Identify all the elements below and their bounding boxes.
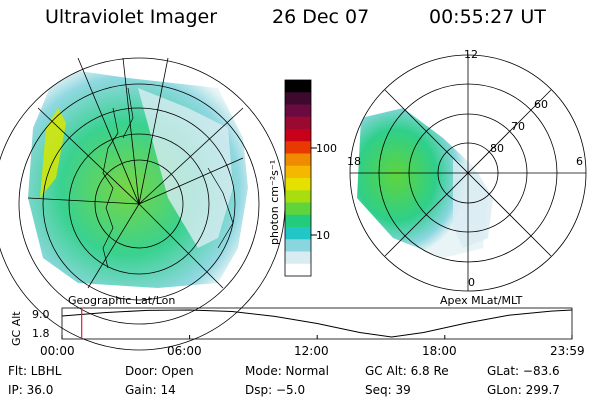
aurora-bright-arc (40, 108, 66, 198)
colorbar-band (285, 153, 311, 167)
info-ip: IP: 36.0 (8, 383, 54, 397)
image-time: 00:55:27 UT (429, 6, 546, 28)
info-filter: Flt: LBHL (8, 364, 62, 378)
mlt-label-12: 12 (464, 48, 478, 61)
colorbar-label-10: 10 (316, 229, 330, 242)
time-tick-2359: 23:59 (550, 344, 585, 358)
colorbar-band (285, 104, 311, 118)
colorbar-band (285, 80, 311, 93)
image-date: 26 Dec 07 (272, 6, 370, 28)
colorbar-band (285, 239, 311, 252)
magnetic-polar-panel (349, 54, 587, 292)
right-panel-caption: Apex MLat/MLT (440, 294, 523, 307)
mlt-label-18: 18 (347, 155, 361, 168)
info-gc-altitude: GC Alt: 6.8 Re (365, 364, 449, 378)
altitude-timeline-plot (61, 307, 573, 340)
mlat-label-80: 80 (490, 142, 504, 155)
altitude-curve (61, 309, 573, 338)
time-tick-0000: 00:00 (40, 344, 75, 358)
time-tick-1200: 12:00 (294, 344, 329, 358)
magnetic-grid (349, 54, 587, 292)
info-display: Dsp: −5.0 (245, 383, 306, 397)
info-gain: Gain: 14 (125, 383, 176, 397)
altitude-x-ticks (61, 335, 573, 339)
left-panel-caption: Geographic Lat/Lon (68, 294, 176, 307)
mlat-label-70: 70 (511, 120, 525, 133)
colorbar-band (285, 165, 311, 179)
mlt-label-0: 0 (468, 276, 475, 289)
colorbar-gradient (285, 80, 311, 277)
altitude-axis-label: GC Alt (10, 311, 23, 346)
colorbar-band (285, 227, 311, 240)
info-geographic-lat: GLat: −83.6 (487, 364, 560, 378)
geographic-map-panel (0, 57, 286, 351)
aurora-faint-region-magnetic (453, 158, 493, 248)
colorbar-band (285, 202, 311, 216)
colorbar-frame (284, 79, 312, 277)
info-geographic-lon: GLon: 299.7 (487, 383, 560, 397)
altitude-tick-low: 1.8 (32, 327, 50, 340)
colorbar-band (285, 263, 311, 277)
colorbar-band (285, 214, 311, 228)
instrument-title: Ultraviolet Imager (45, 6, 218, 28)
colorbar (284, 79, 317, 277)
colorbar-unit-label: photon cm⁻²s⁻¹ (268, 159, 281, 245)
colorbar-band (285, 129, 311, 142)
colorbar-band (285, 190, 311, 203)
info-door: Door: Open (125, 364, 194, 378)
coastline-outline (102, 87, 234, 269)
colorbar-band (285, 251, 311, 265)
mlt-label-6: 6 (576, 155, 583, 168)
colorbar-band (285, 92, 311, 105)
time-tick-0600: 06:00 (167, 344, 202, 358)
mlat-label-60: 60 (534, 98, 548, 111)
time-tick-1800: 18:00 (422, 344, 457, 358)
info-sequence: Seq: 39 (365, 383, 411, 397)
info-mode: Mode: Normal (245, 364, 329, 378)
colorbar-band (285, 178, 311, 191)
colorbar-band (285, 116, 311, 130)
altitude-tick-high: 9.0 (32, 308, 50, 321)
colorbar-band (285, 141, 311, 154)
colorbar-label-100: 100 (316, 142, 337, 155)
